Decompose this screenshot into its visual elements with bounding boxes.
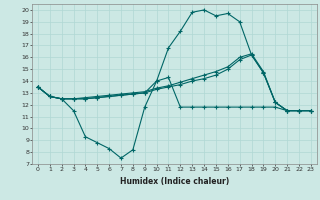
X-axis label: Humidex (Indice chaleur): Humidex (Indice chaleur)	[120, 177, 229, 186]
